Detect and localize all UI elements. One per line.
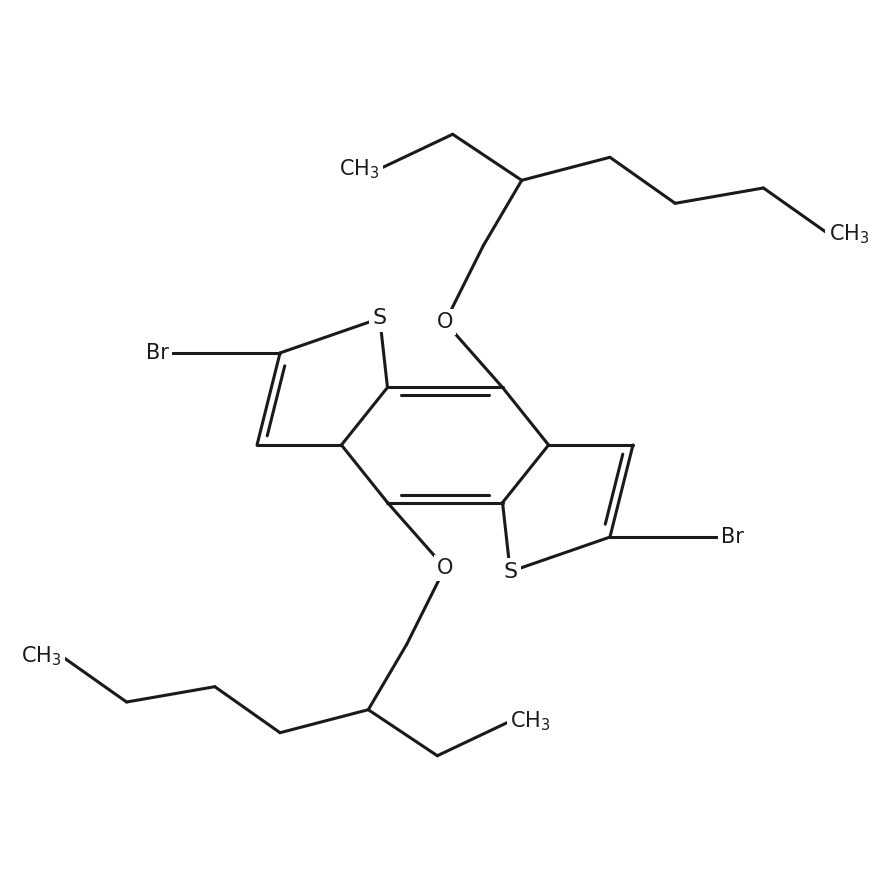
Text: S: S	[503, 562, 517, 581]
Text: CH$_3$: CH$_3$	[339, 157, 380, 181]
Text: O: O	[437, 312, 453, 332]
Text: O: O	[437, 558, 453, 578]
Text: Br: Br	[146, 343, 169, 363]
Text: CH$_3$: CH$_3$	[20, 644, 61, 668]
Text: CH$_3$: CH$_3$	[510, 709, 551, 733]
Text: S: S	[373, 309, 387, 328]
Text: Br: Br	[721, 527, 744, 547]
Text: CH$_3$: CH$_3$	[829, 222, 870, 246]
